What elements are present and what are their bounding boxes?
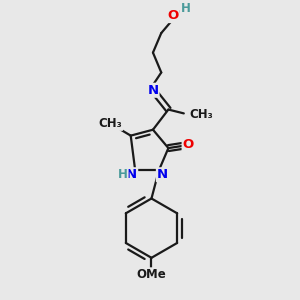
Text: O: O: [167, 9, 179, 22]
Text: N: N: [157, 168, 168, 181]
Text: CH₃: CH₃: [99, 117, 122, 130]
Text: O: O: [183, 138, 194, 151]
Text: CH₃: CH₃: [190, 108, 214, 122]
Text: OMe: OMe: [136, 268, 166, 281]
Text: N: N: [126, 168, 137, 181]
Text: H: H: [181, 2, 190, 15]
Text: N: N: [147, 84, 158, 97]
Text: H: H: [118, 168, 128, 181]
